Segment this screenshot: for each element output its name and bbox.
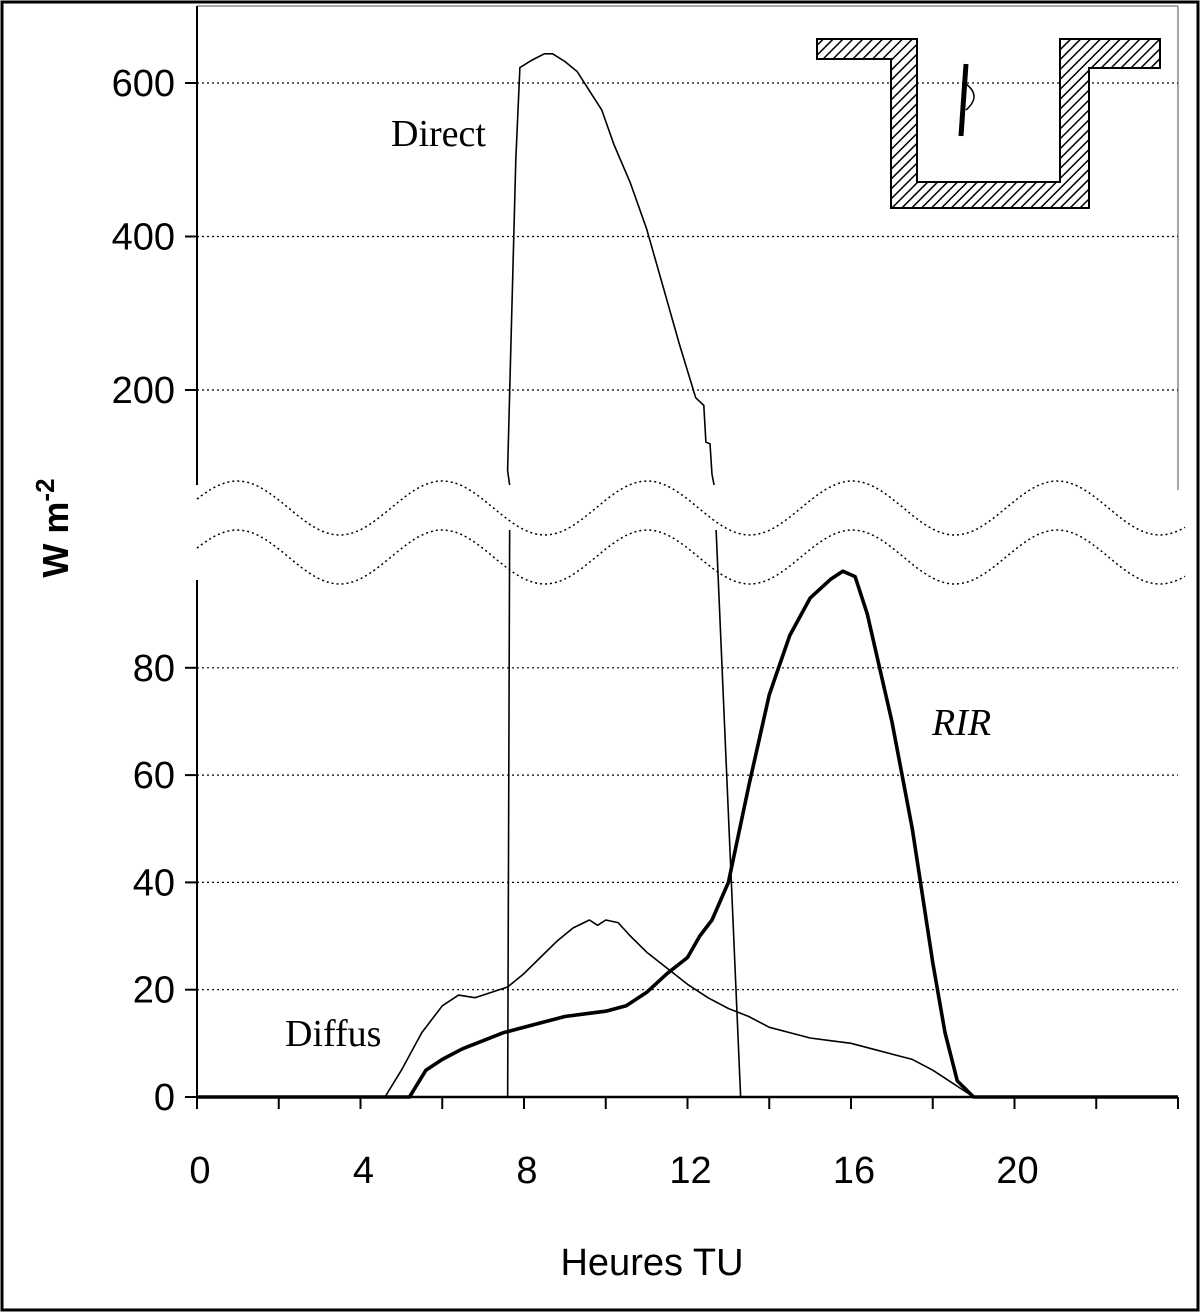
y-tick-label: 400 bbox=[112, 217, 175, 259]
axis-layer: 0 20 40 60 80 200 400 600 0 4 8 12 16 20 bbox=[112, 6, 1179, 1192]
axis-break-wave-upper bbox=[196, 480, 1186, 536]
x-tick-label: 12 bbox=[669, 1150, 711, 1192]
series-direct-rise bbox=[506, 529, 511, 1098]
x-tick-label: 20 bbox=[996, 1150, 1038, 1192]
x-tick-label: 4 bbox=[353, 1150, 374, 1192]
y-tick-label: 40 bbox=[133, 862, 175, 904]
series-rir bbox=[197, 569, 1178, 1099]
direct-label: Direct bbox=[391, 113, 486, 155]
sensor-arc-icon bbox=[965, 83, 975, 111]
y-tick-label: 20 bbox=[133, 970, 175, 1012]
y-tick-label: 80 bbox=[133, 648, 175, 690]
grid-layer bbox=[197, 82, 1178, 991]
rir-label: RIR bbox=[931, 702, 991, 744]
street-canyon-inset-icon bbox=[816, 38, 1161, 209]
axis-break-waves bbox=[196, 480, 1186, 585]
y-axis-label-main: W m bbox=[35, 502, 76, 578]
y-tick-label: 60 bbox=[133, 755, 175, 797]
series-diffus bbox=[197, 919, 1178, 1098]
series-layer bbox=[197, 53, 1178, 1099]
series-direct-upper bbox=[506, 53, 715, 486]
diffus-label: Diffus bbox=[285, 1013, 381, 1055]
y-axis-label: W m-2 bbox=[30, 478, 76, 577]
canyon-wall-left-icon bbox=[816, 38, 1161, 209]
x-tick-label: 8 bbox=[516, 1150, 537, 1192]
x-tick-label: 0 bbox=[189, 1150, 210, 1192]
y-tick-label: 600 bbox=[112, 63, 175, 105]
axis-break-wave-lower bbox=[196, 529, 1186, 585]
y-tick-label: 200 bbox=[112, 370, 175, 412]
x-tick-label: 16 bbox=[833, 1150, 875, 1192]
series-direct-fall bbox=[715, 529, 742, 1098]
sensor-plate-icon bbox=[958, 63, 969, 137]
x-axis-label: Heures TU bbox=[560, 1242, 743, 1284]
y-tick-label: 0 bbox=[154, 1077, 175, 1119]
y-axis-label-exponent: -2 bbox=[30, 478, 60, 501]
